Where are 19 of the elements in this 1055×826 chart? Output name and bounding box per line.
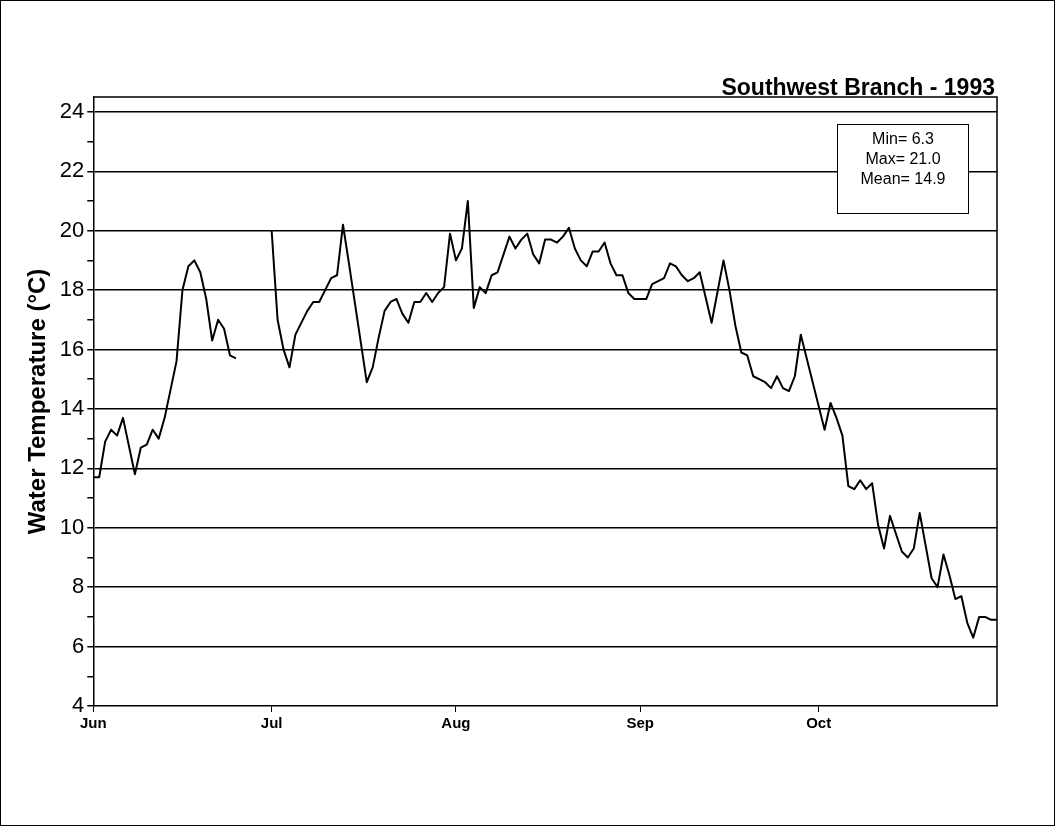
- y-tick-label: 6: [72, 632, 85, 658]
- y-tick-label: 18: [59, 276, 85, 302]
- y-tick-label: 16: [59, 335, 85, 361]
- y-tick-label: 14: [59, 394, 85, 420]
- y-tick-label: 8: [72, 573, 85, 599]
- chart-title: Southwest Branch - 1993: [721, 74, 995, 101]
- y-tick-label: 24: [59, 97, 85, 123]
- y-tick-label: 22: [59, 157, 85, 183]
- annotation: Max= 21.0: [864, 149, 942, 169]
- x-tick-label: Aug: [441, 714, 471, 732]
- annotation: Min= 6.3: [871, 129, 935, 149]
- x-tick-label: Oct: [806, 714, 832, 732]
- x-tick-label: Sep: [626, 714, 655, 732]
- x-tick-label: Jul: [260, 714, 283, 732]
- y-tick-label: 10: [59, 513, 85, 539]
- y-tick-label: 20: [59, 216, 85, 242]
- annotation: Mean= 14.9: [859, 169, 947, 189]
- y-tick-label: 12: [59, 454, 85, 480]
- y-axis-title: Water Temperature (°C): [23, 268, 51, 535]
